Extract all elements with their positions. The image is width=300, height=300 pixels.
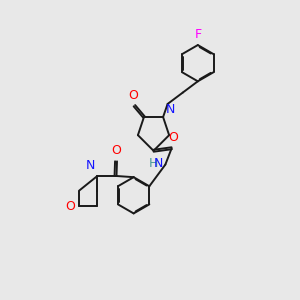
Text: O: O <box>111 144 121 157</box>
Text: O: O <box>65 200 75 213</box>
Text: O: O <box>128 89 138 102</box>
Text: N: N <box>166 103 176 116</box>
Text: F: F <box>194 28 201 40</box>
Text: N: N <box>86 159 95 172</box>
Text: N: N <box>154 157 163 170</box>
Text: O: O <box>168 131 178 144</box>
Text: H: H <box>149 157 158 170</box>
